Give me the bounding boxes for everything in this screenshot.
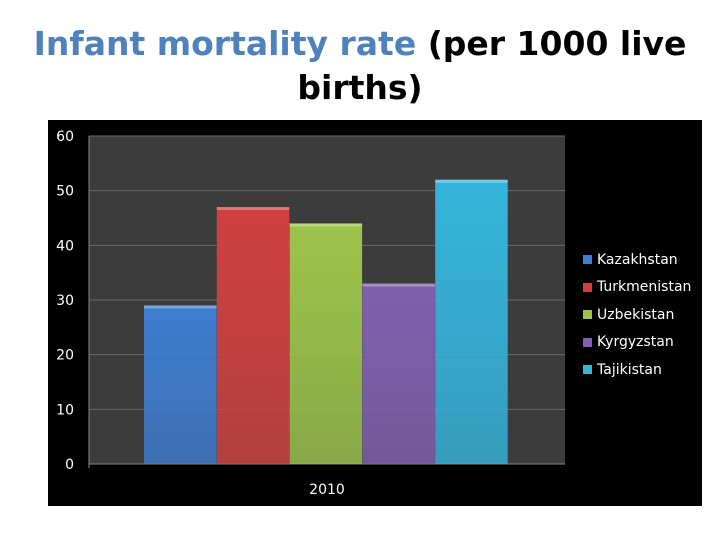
y-tick-label: 0 <box>65 457 74 473</box>
legend-swatch <box>583 282 592 292</box>
legend-label: Kyrgyzstan <box>597 334 674 351</box>
legend-label: Kazakhstan <box>597 251 678 268</box>
bar-highlight <box>435 179 508 183</box>
legend-swatch <box>583 255 592 265</box>
legend-swatch <box>583 337 592 347</box>
title-rest: (per 1000 live births) <box>297 24 687 107</box>
legend-item: Uzbekistan <box>583 301 691 329</box>
bar-highlight <box>144 305 217 309</box>
bar-highlight <box>289 223 363 227</box>
bar-tajikistan <box>435 179 508 464</box>
bar-turkmenistan <box>216 207 290 465</box>
chart-title: Infant mortality rate (per 1000 live bir… <box>0 22 720 110</box>
bar-kyrgyzstan <box>362 283 435 464</box>
y-tick-label: 30 <box>56 293 74 309</box>
legend-label: Tajikistan <box>597 361 662 378</box>
legend-label: Turkmenistan <box>597 279 692 296</box>
legend-item: Turkmenistan <box>583 274 691 302</box>
legend-item: Kyrgyzstan <box>583 329 691 357</box>
bar-highlight <box>362 283 435 287</box>
y-tick-label: 20 <box>56 348 74 364</box>
legend-swatch <box>583 310 592 320</box>
legend-item: Kazakhstan <box>583 246 691 274</box>
legend-swatch <box>583 365 592 375</box>
bar-uzbekistan <box>289 223 363 464</box>
y-tick-label: 60 <box>56 129 74 145</box>
legend: Kazakhstan Turkmenistan Uzbekistan Kyrgyzst… <box>583 246 691 384</box>
y-tick-label: 10 <box>56 402 74 418</box>
legend-item: Tajikistan <box>583 356 691 384</box>
legend-label: Uzbekistan <box>597 306 675 323</box>
title-highlight: Infant mortality rate <box>33 24 417 63</box>
y-tick-label: 40 <box>56 238 74 254</box>
bar-kazakhstan <box>144 305 217 464</box>
x-tick-label: 2010 <box>309 482 345 498</box>
bar-highlight <box>216 207 290 211</box>
y-tick-label: 50 <box>56 184 74 200</box>
